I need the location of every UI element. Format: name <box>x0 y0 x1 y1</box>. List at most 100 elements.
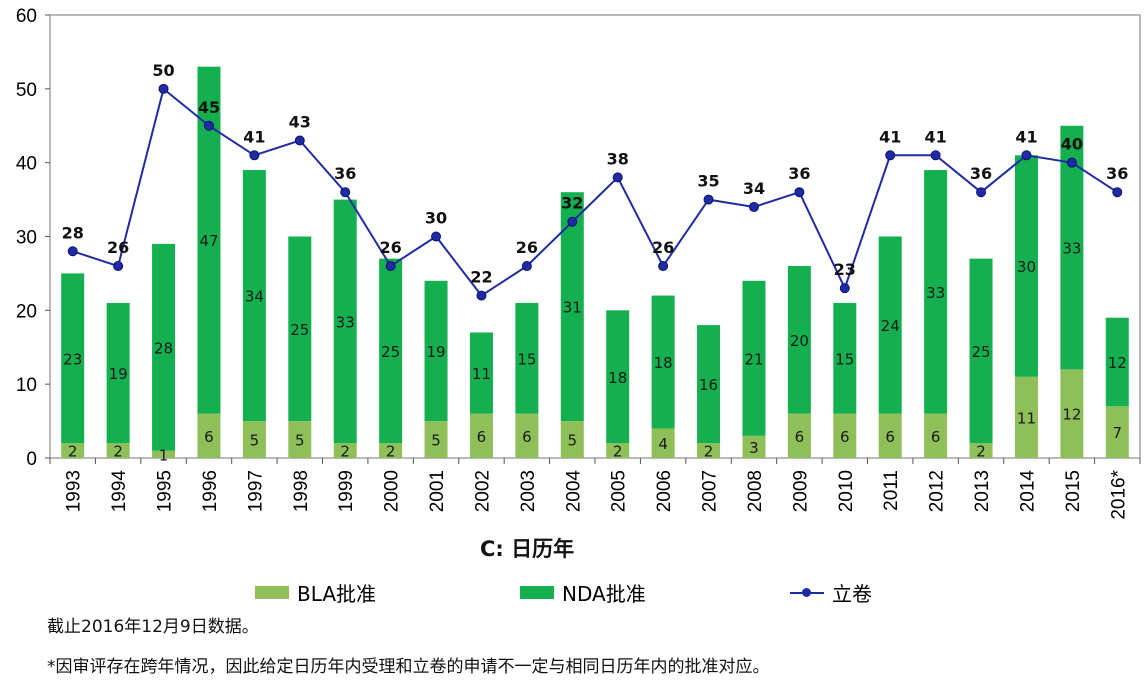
bla-bar <box>697 443 721 458</box>
filing-value-label: 26 <box>516 238 538 257</box>
footnote: *因审评存在跨年情况，因此给定日历年内受理和立卷的申请不一定与相同日历年内的批准… <box>47 657 770 677</box>
nda-bar <box>197 66 221 414</box>
nda-bar <box>242 170 266 422</box>
bla-value-label: 5 <box>295 432 305 450</box>
y-tick-label: 50 <box>16 80 37 101</box>
legend-item-bla: BLA批准 <box>255 578 376 607</box>
bla-value-label: 5 <box>431 432 441 450</box>
bla-bar <box>61 443 85 458</box>
nda-value-label: 25 <box>381 343 400 361</box>
nda-bar <box>152 243 176 451</box>
bla-value-label: 2 <box>386 443 396 461</box>
nda-value-label: 18 <box>608 369 627 387</box>
filing-value-label: 26 <box>379 238 401 257</box>
y-tick-label: 20 <box>16 301 37 322</box>
nda-bar <box>697 325 721 444</box>
filing-line-swatch <box>790 586 824 599</box>
x-tick-label: 2012 <box>927 470 948 512</box>
bla-bar <box>969 443 993 458</box>
nda-bar <box>515 302 539 414</box>
bla-bar <box>106 443 130 458</box>
bla-value-label: 2 <box>113 443 123 461</box>
bla-bar <box>1060 369 1084 458</box>
nda-value-label: 19 <box>426 343 445 361</box>
filing-point <box>748 201 759 212</box>
bla-value-label: 2 <box>68 443 78 461</box>
bla-value-label: 2 <box>340 443 350 461</box>
nda-swatch <box>520 586 554 599</box>
bla-bar <box>1014 376 1038 458</box>
filing-point <box>431 231 442 242</box>
nda-value-label: 23 <box>63 350 82 368</box>
bla-bar <box>333 443 357 458</box>
filing-value-label: 26 <box>652 238 674 257</box>
bla-value-label: 7 <box>1113 424 1123 442</box>
nda-value-label: 18 <box>654 354 673 372</box>
legend-label-nda: NDA批准 <box>562 582 646 606</box>
bla-value-label: 2 <box>704 443 714 461</box>
filing-value-label: 22 <box>470 268 492 287</box>
bla-bar <box>197 413 221 458</box>
bla-value-label: 6 <box>477 428 487 446</box>
nda-bar <box>1060 125 1084 370</box>
x-tick-label: 2005 <box>609 470 630 512</box>
bla-value-label: 2 <box>613 443 623 461</box>
x-tick-label: 1998 <box>291 470 312 512</box>
filing-value-label: 40 <box>1061 135 1083 154</box>
bla-value-label: 11 <box>1017 409 1036 427</box>
x-tick-label: 2002 <box>472 470 493 512</box>
nda-value-label: 34 <box>245 288 264 306</box>
legend-label-bla: BLA批准 <box>297 582 377 606</box>
nda-bar <box>924 170 948 414</box>
nda-bar <box>787 266 811 414</box>
bla-bar <box>152 450 176 458</box>
filing-point <box>249 150 260 161</box>
bla-value-label: 1 <box>159 446 169 464</box>
filing-point <box>885 150 896 161</box>
nda-bar <box>878 236 902 414</box>
nda-bar <box>560 192 584 422</box>
bla-value-label: 6 <box>840 428 850 446</box>
nda-value-label: 33 <box>336 313 355 331</box>
nda-value-label: 24 <box>881 317 900 335</box>
x-tick-label: 1993 <box>64 470 85 512</box>
bla-bar <box>242 421 266 458</box>
x-tick-label: 2007 <box>700 470 721 512</box>
legend-item-nda: NDA批准 <box>520 578 646 607</box>
bla-value-label: 3 <box>749 439 759 457</box>
filing-value-label: 41 <box>243 127 265 146</box>
filing-point <box>203 120 214 131</box>
chart: 0102030405060223219128647534525233225519… <box>16 6 1141 520</box>
bla-value-label: 5 <box>250 432 260 450</box>
nda-value-label: 28 <box>154 339 173 357</box>
y-tick-label: 40 <box>16 154 37 175</box>
nda-value-label: 11 <box>472 365 491 383</box>
nda-value-label: 12 <box>1108 354 1127 372</box>
filing-value-label: 30 <box>425 209 447 228</box>
nda-bar <box>106 302 130 444</box>
filing-point <box>521 261 532 272</box>
filing-point <box>976 187 987 198</box>
nda-value-label: 25 <box>971 343 990 361</box>
filing-value-label: 36 <box>970 164 992 183</box>
y-tick-label: 60 <box>16 6 37 27</box>
filing-value-label: 36 <box>1106 164 1128 183</box>
legend-item-filing: 立卷 <box>790 578 872 607</box>
x-tick-label: 2016* <box>1108 469 1129 519</box>
bla-bar <box>560 421 584 458</box>
nda-value-label: 20 <box>790 332 809 350</box>
x-tick-label: 2000 <box>382 470 403 512</box>
bla-bar <box>1105 406 1129 458</box>
filing-point <box>658 261 669 272</box>
bla-bar <box>424 421 448 458</box>
bla-bar <box>606 443 630 458</box>
x-tick-label: 1994 <box>109 470 130 513</box>
bla-bar <box>288 421 312 458</box>
nda-bar <box>833 302 857 414</box>
filing-value-label: 36 <box>334 164 356 183</box>
filing-point <box>930 150 941 161</box>
x-tick-label: 2006 <box>654 470 675 512</box>
bla-swatch <box>255 586 289 599</box>
filing-value-label: 28 <box>62 223 84 242</box>
bla-value-label: 6 <box>931 428 941 446</box>
